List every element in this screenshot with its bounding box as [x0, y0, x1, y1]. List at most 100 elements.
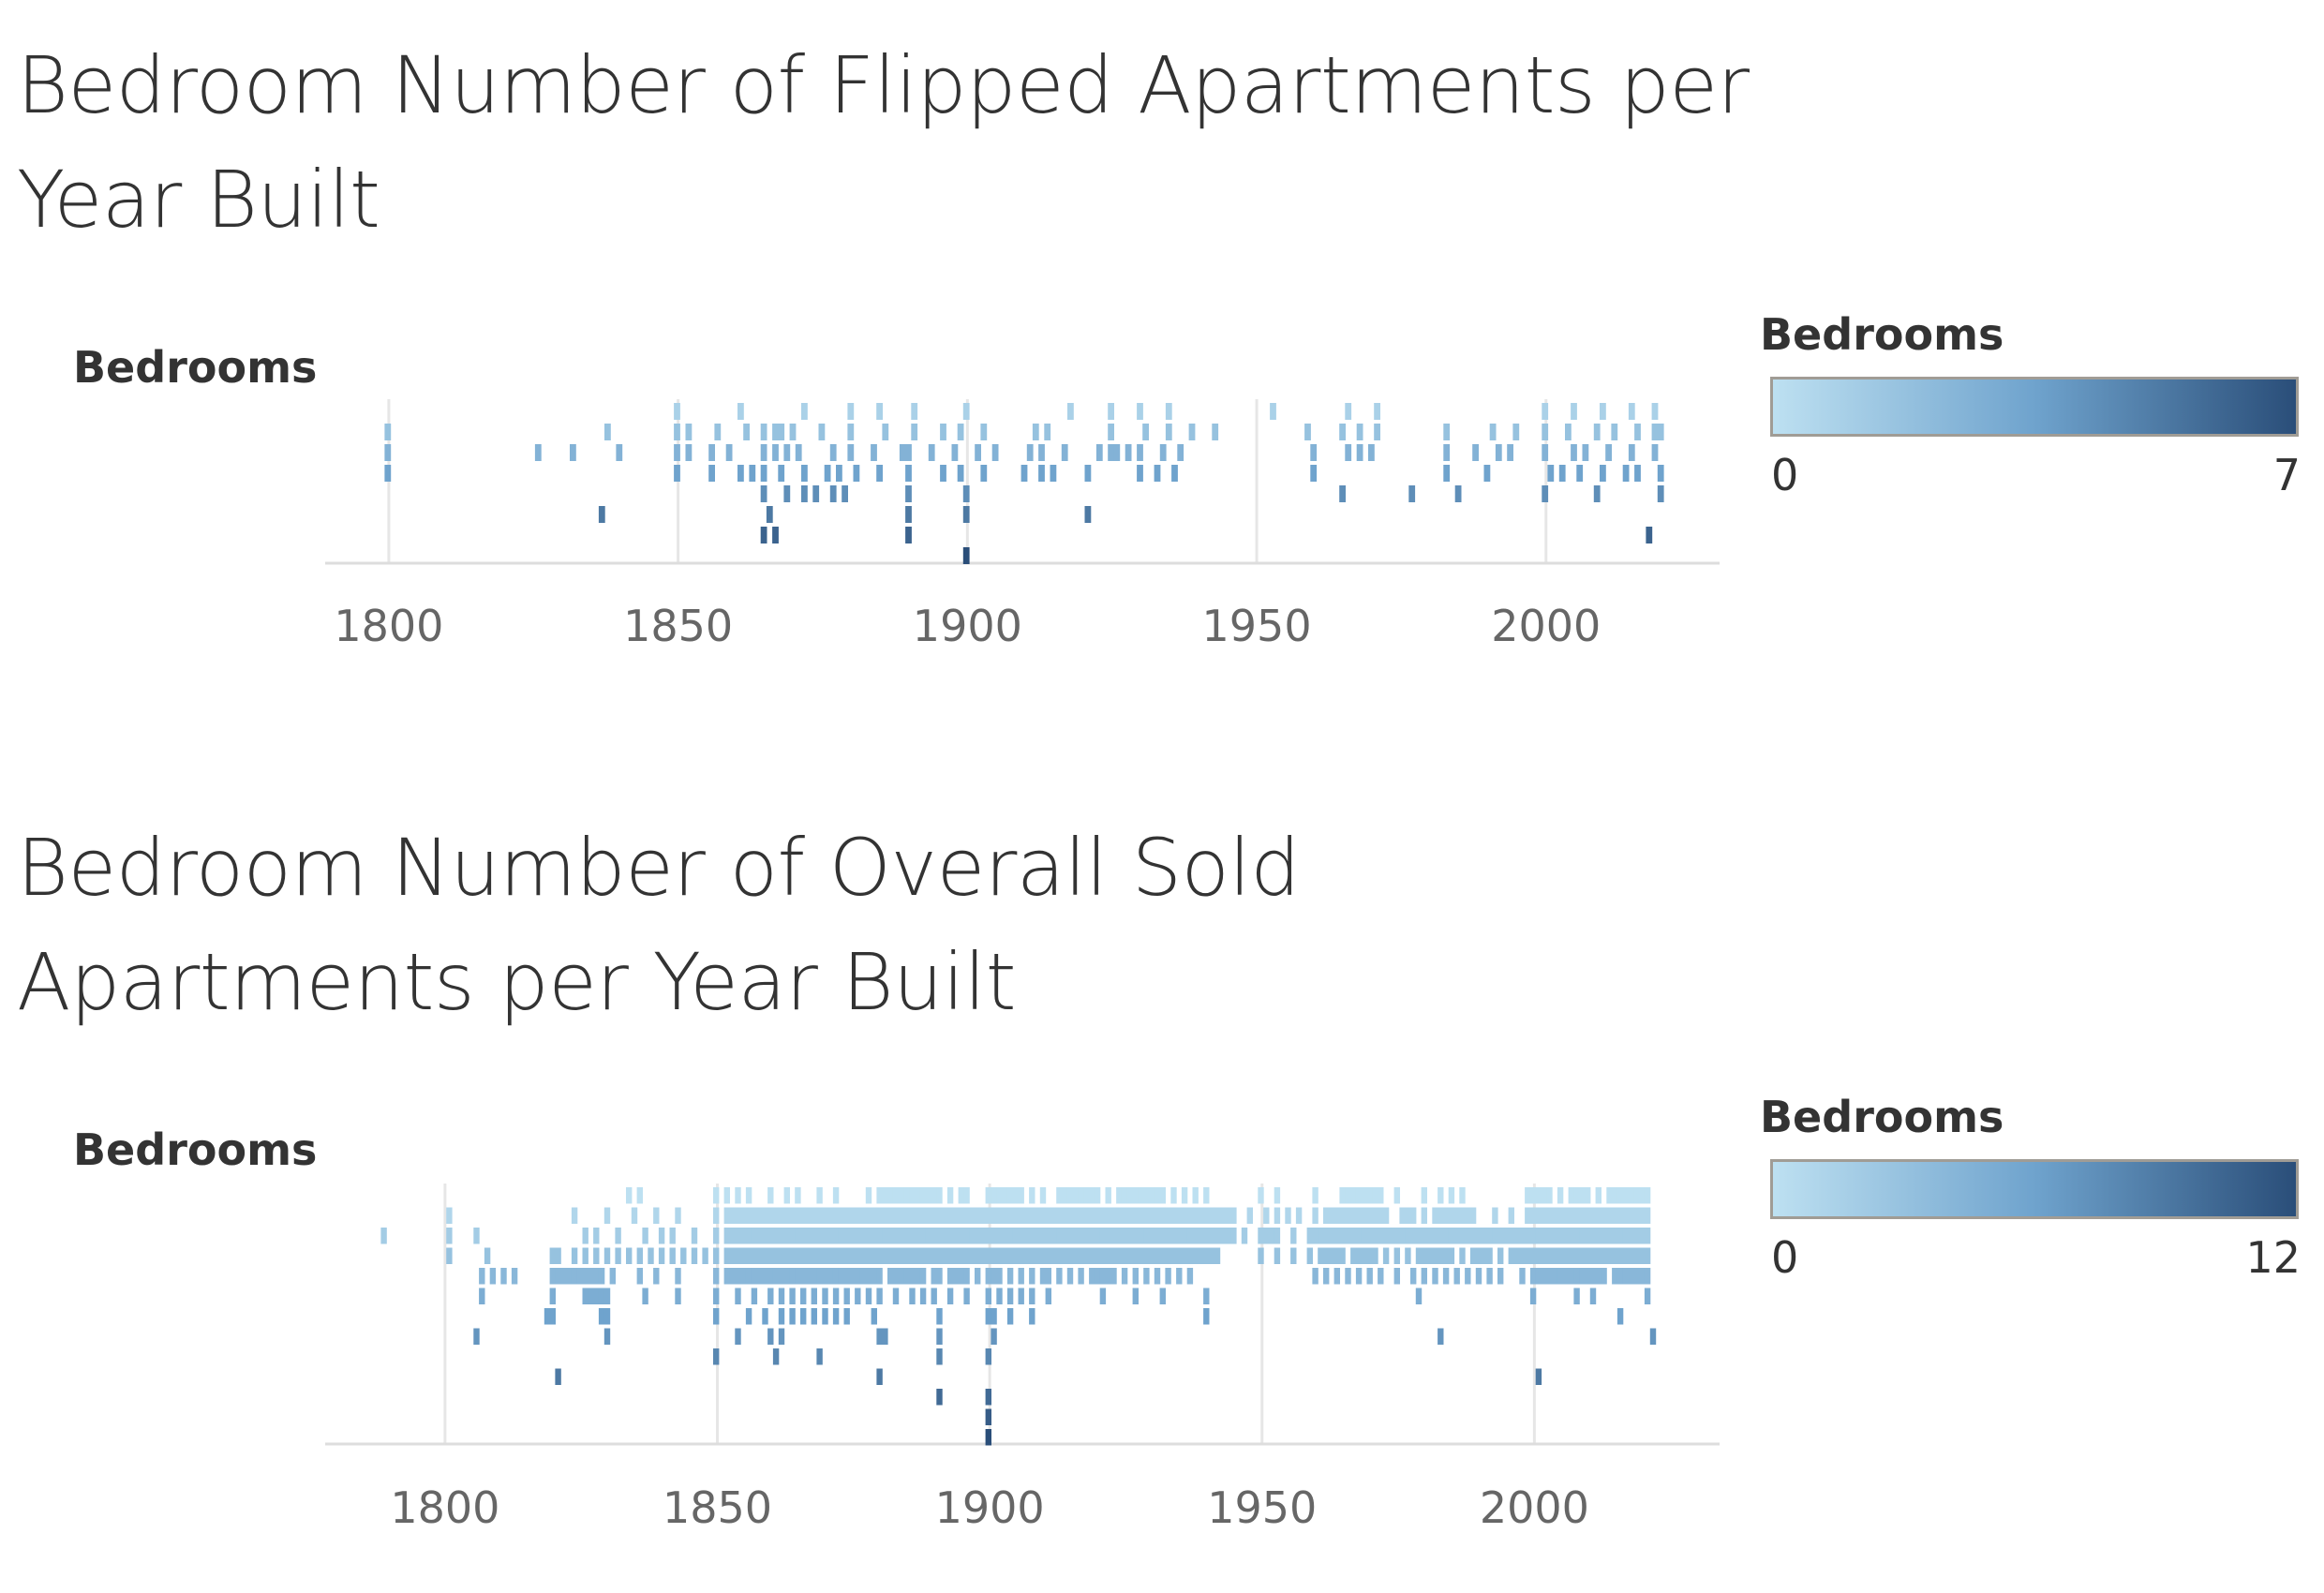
- heatmap-cell: [669, 1247, 676, 1264]
- y-axis-label: Bedrooms: [73, 1124, 318, 1175]
- heatmap-cell: [847, 403, 855, 420]
- heatmap-cell: [1078, 1247, 1084, 1264]
- legend-gradient-bar: [1770, 1159, 2299, 1219]
- heatmap-cell: [1154, 465, 1161, 482]
- heatmap-cell: [1089, 1228, 1095, 1244]
- heatmap-cell: [756, 1247, 763, 1264]
- heatmap-cell: [1432, 1207, 1438, 1224]
- heatmap-cell: [1519, 1228, 1526, 1244]
- heatmap-cell: [1448, 1247, 1455, 1264]
- heatmap-cell: [446, 1247, 453, 1264]
- heatmap-cell: [745, 1207, 752, 1224]
- heatmap-cell: [1208, 1228, 1215, 1244]
- heatmap-cell: [783, 1187, 790, 1204]
- heatmap-cell: [560, 1268, 567, 1285]
- heatmap-cell: [876, 1228, 883, 1244]
- heatmap-cell: [832, 1288, 840, 1304]
- heatmap-cell: [1366, 1228, 1373, 1244]
- heatmap-cell: [940, 424, 946, 440]
- heatmap-cell: [603, 1247, 611, 1264]
- heatmap-cell: [991, 1228, 997, 1244]
- heatmap-cell: [1290, 1247, 1297, 1264]
- heatmap-cell: [1039, 1247, 1047, 1264]
- heatmap-cell: [1181, 1207, 1188, 1224]
- heatmap-cell: [1486, 1268, 1493, 1285]
- heatmap-cell: [1274, 1207, 1281, 1224]
- heatmap-cell: [1056, 1207, 1063, 1224]
- heatmap-cell: [616, 444, 623, 461]
- heatmap-cell: [740, 1228, 747, 1244]
- heatmap-cell: [905, 527, 912, 543]
- heatmap-cell: [1192, 1247, 1199, 1264]
- heatmap-cell: [1176, 1268, 1183, 1285]
- heatmap-cell: [1143, 1247, 1150, 1264]
- heatmap-cell: [1600, 403, 1606, 420]
- heatmap-cell: [1366, 1247, 1373, 1264]
- heatmap-cell: [1192, 1187, 1199, 1204]
- heatmap-cell: [1056, 1268, 1063, 1285]
- heatmap-cell: [898, 1228, 904, 1244]
- heatmap-cell: [760, 485, 767, 502]
- heatmap-cell: [740, 1247, 747, 1264]
- heatmap-cell: [1644, 1187, 1651, 1204]
- heatmap-cell: [958, 1207, 964, 1224]
- heatmap-cell: [962, 485, 970, 502]
- heatmap-cell: [1568, 1247, 1574, 1264]
- heatmap-cell: [936, 1328, 943, 1345]
- heatmap-cell: [1066, 1187, 1074, 1204]
- heatmap-cell: [1198, 1228, 1204, 1244]
- heatmap-cell: [534, 444, 542, 461]
- heatmap-cell: [800, 1207, 807, 1224]
- heatmap-cell: [909, 1268, 916, 1285]
- heatmap-cell: [859, 1228, 867, 1244]
- heatmap-cell: [1198, 1207, 1204, 1224]
- heatmap-cell: [1612, 1228, 1618, 1244]
- heatmap-cell: [1633, 1247, 1640, 1264]
- heatmap-cell: [1448, 1187, 1455, 1204]
- heatmap-cell: [1519, 1268, 1526, 1285]
- heatmap-cell: [958, 1187, 964, 1204]
- heatmap-cell: [832, 1308, 840, 1325]
- heatmap-cell: [1497, 1268, 1504, 1285]
- x-tick-label: 1900: [935, 1482, 1045, 1533]
- heatmap-cell: [1186, 1247, 1194, 1264]
- heatmap-cell: [1026, 444, 1034, 461]
- heatmap-cell: [1495, 444, 1502, 461]
- heatmap-cell: [1443, 465, 1451, 482]
- heatmap-cell: [713, 1308, 720, 1325]
- heatmap-cell: [1589, 1268, 1597, 1285]
- heatmap-cell: [1616, 1228, 1624, 1244]
- heatmap-plot: 1800 1850 1900 1950 2000: [325, 1184, 1720, 1533]
- heatmap-cell: [1062, 1187, 1068, 1204]
- heatmap-cell: [1149, 1247, 1155, 1264]
- heatmap-cell: [544, 1308, 551, 1325]
- heatmap-cell: [1121, 1268, 1128, 1285]
- heatmap-cell: [1448, 1228, 1455, 1244]
- heatmap-cell: [1579, 1187, 1586, 1204]
- heatmap-cell: [1149, 1207, 1155, 1224]
- heatmap-cell: [1633, 1187, 1640, 1204]
- heatmap-cell: [1595, 1207, 1601, 1224]
- heatmap-cell: [749, 465, 756, 482]
- heatmap-cell: [1606, 1247, 1613, 1264]
- heatmap-cell: [1142, 424, 1149, 440]
- heatmap-cell: [991, 1207, 997, 1224]
- heatmap-cell: [903, 1187, 910, 1204]
- heatmap-cell: [713, 1348, 720, 1365]
- heatmap-cell: [1378, 1228, 1384, 1244]
- heatmap-cell: [1589, 1288, 1597, 1304]
- heatmap-cell: [1132, 1268, 1139, 1285]
- heatmap-cell: [909, 1228, 916, 1244]
- heatmap-cell: [1454, 485, 1462, 502]
- heatmap-cell: [979, 1247, 987, 1264]
- heatmap-cell: [1323, 1228, 1330, 1244]
- heatmap-cell: [1270, 403, 1276, 420]
- heatmap-cell: [1339, 1247, 1346, 1264]
- heatmap-cell: [822, 1308, 828, 1325]
- heatmap-cell: [658, 1247, 665, 1264]
- heatmap-cell: [760, 527, 767, 543]
- heatmap-cell: [903, 1228, 910, 1244]
- heatmap-cell: [915, 1187, 921, 1204]
- heatmap-cell: [1339, 1228, 1346, 1244]
- heatmap-cell: [827, 1228, 834, 1244]
